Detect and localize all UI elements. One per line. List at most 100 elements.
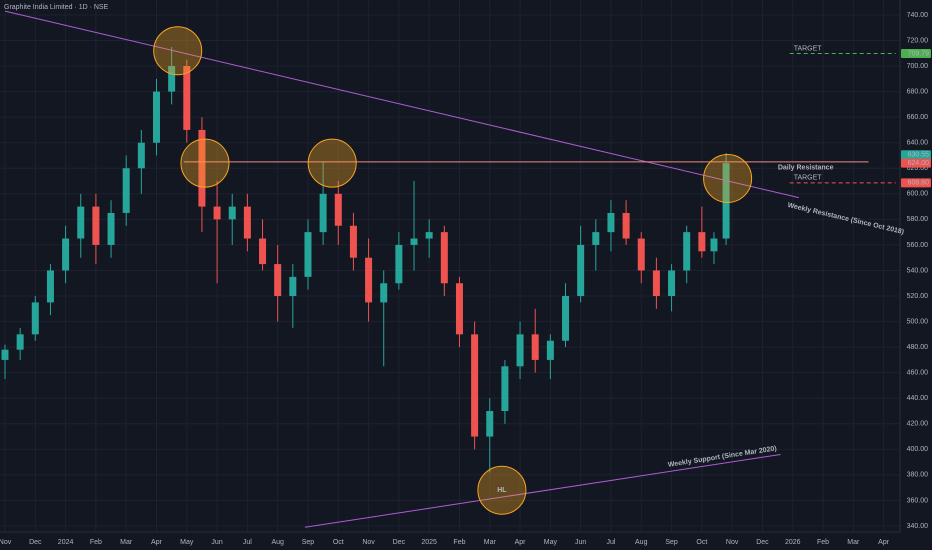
x-tick-label: Apr <box>515 539 527 546</box>
candle-body <box>77 206 85 239</box>
candle-body <box>152 91 160 143</box>
candle-body <box>198 129 206 207</box>
x-tick-label: Apr <box>151 539 163 546</box>
y-tick-label: 420.00 <box>907 421 929 428</box>
y-tick-label: 560.00 <box>907 242 929 249</box>
candle-body <box>395 244 403 284</box>
y-tick-label: 340.00 <box>907 523 929 530</box>
x-tick-label: 2025 <box>421 539 437 546</box>
x-tick-label: Jun <box>575 539 586 546</box>
candle-body <box>471 334 479 437</box>
price-label-box <box>901 158 931 168</box>
x-tick-label: Feb <box>90 539 102 546</box>
target-label: TARGET <box>794 175 823 182</box>
candle-body <box>577 244 585 297</box>
y-tick-label: 680.00 <box>907 88 929 95</box>
y-tick-label: 720.00 <box>907 37 929 44</box>
x-tick-label: Aug <box>271 539 284 546</box>
y-tick-label: 540.00 <box>907 267 929 274</box>
trend-line-label: Daily Resistance <box>778 165 834 172</box>
y-tick-label: 400.00 <box>907 446 929 453</box>
x-tick-label: Aug <box>635 539 648 546</box>
x-tick-label: Feb <box>453 539 465 546</box>
candle-body <box>289 276 297 297</box>
x-tick-label: Nov <box>726 539 739 546</box>
x-tick-label: May <box>544 539 558 546</box>
x-tick-label: Jul <box>606 539 615 546</box>
price-label: 630.55 <box>908 152 930 159</box>
highlight-circle <box>307 138 357 188</box>
price-label-box <box>901 150 931 160</box>
candle-body <box>228 206 236 220</box>
x-tick-label: Jun <box>211 539 222 546</box>
y-tick-label: 380.00 <box>907 472 929 479</box>
y-tick-label: 620.00 <box>907 165 929 172</box>
trend-line <box>4 10 799 199</box>
candle-body <box>440 232 448 284</box>
x-tick-label: Dec <box>393 539 406 546</box>
candle-body <box>92 206 100 245</box>
x-tick-label: Mar <box>484 539 497 546</box>
candle-body <box>1 349 9 360</box>
x-tick-label: Jul <box>243 539 252 546</box>
candle-body <box>31 302 39 335</box>
price-label: 709.79 <box>908 50 930 57</box>
candle-body <box>334 193 342 226</box>
y-tick-label: 360.00 <box>907 497 929 504</box>
candle-body <box>107 212 115 245</box>
candle-body <box>562 296 570 341</box>
candle-body <box>722 163 730 239</box>
price-label-box <box>901 178 931 188</box>
x-tick-label: Mar <box>120 539 133 546</box>
candle-body <box>349 225 357 258</box>
y-tick-label: 440.00 <box>907 395 929 402</box>
trend-line <box>304 453 781 528</box>
x-tick-label: Sep <box>665 539 678 546</box>
candle-body <box>122 168 130 213</box>
highlight-circle <box>703 153 753 203</box>
candle-body <box>213 206 221 220</box>
x-tick-label: Apr <box>878 539 890 546</box>
candle-body <box>546 340 554 360</box>
target-label: TARGET <box>794 45 823 52</box>
highlight-circle <box>180 138 230 188</box>
candle-body <box>425 232 433 239</box>
x-tick-label: 2024 <box>58 539 74 546</box>
candle-body <box>710 238 718 252</box>
candle-body <box>592 232 600 245</box>
candle-body <box>137 142 145 169</box>
candle-body <box>243 206 251 239</box>
x-tick-label: Nov <box>0 539 12 546</box>
price-label: 624.00 <box>908 160 930 167</box>
y-tick-label: 640.00 <box>907 140 929 147</box>
y-tick-label: 520.00 <box>907 293 929 300</box>
plot <box>1 10 869 528</box>
candle-body <box>365 257 373 303</box>
candle-body <box>516 334 524 367</box>
candle-body <box>668 270 676 297</box>
highlight-label: HL <box>497 487 507 494</box>
x-tick-label: 2026 <box>785 539 801 546</box>
highlight-circle <box>153 26 203 76</box>
candle-body <box>637 238 645 271</box>
price-label: 608.60 <box>908 180 930 187</box>
candle-body <box>698 232 706 252</box>
candle-body <box>46 270 54 303</box>
y-tick-label: 480.00 <box>907 344 929 351</box>
candle-body <box>62 238 70 271</box>
x-tick-label: Mar <box>847 539 860 546</box>
candle-body <box>652 270 660 297</box>
price-label-box <box>901 49 931 59</box>
candle-body <box>183 66 191 130</box>
candle-body <box>683 232 691 271</box>
candle-body <box>319 193 327 233</box>
candle-body <box>168 66 176 92</box>
candle-body <box>16 334 24 350</box>
x-tick-label: Oct <box>333 539 344 546</box>
x-tick-label: Sep <box>302 539 315 546</box>
y-tick-label: 580.00 <box>907 216 929 223</box>
x-tick-label: Oct <box>696 539 707 546</box>
candle-body <box>486 411 494 437</box>
